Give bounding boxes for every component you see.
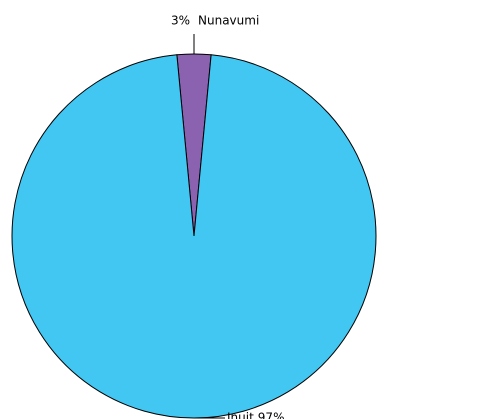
slice-label: Inuit [227, 411, 254, 419]
value-label: 97% [258, 411, 285, 419]
slice-label: Nunavumi [198, 14, 259, 28]
value-label: 3% [171, 14, 190, 28]
